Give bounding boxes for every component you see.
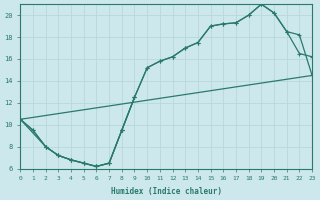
X-axis label: Humidex (Indice chaleur): Humidex (Indice chaleur) [111,187,222,196]
